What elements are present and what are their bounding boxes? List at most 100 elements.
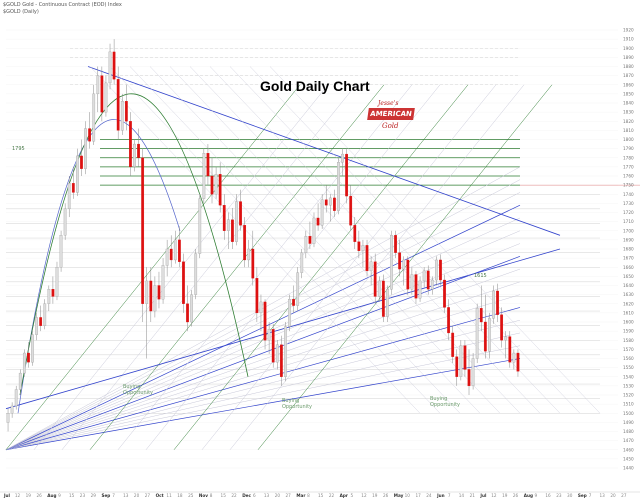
candle-down	[451, 332, 455, 357]
x-tick-label: 23	[80, 493, 86, 498]
candle-up	[92, 93, 96, 142]
x-tick-label: Nov	[199, 493, 208, 498]
y-tick-label: 1500	[623, 411, 634, 416]
candle-up	[76, 155, 79, 193]
candle-up	[198, 198, 202, 254]
candle-down	[182, 261, 185, 304]
candle-down	[157, 285, 161, 300]
candle-up	[173, 239, 177, 261]
x-tick-label: 12	[491, 493, 497, 498]
horizontal-levels	[6, 47, 640, 414]
y-tick-label: 1580	[623, 338, 634, 343]
x-tick-label: 9	[58, 493, 61, 498]
y-tick-label: 1520	[623, 393, 634, 398]
candle-up	[341, 153, 344, 163]
candle-up	[14, 389, 18, 407]
candle-up	[386, 288, 389, 317]
x-tick-label: 14	[459, 493, 465, 498]
fan-line-up	[5, 255, 521, 451]
y-tick-label: 1850	[623, 91, 634, 96]
candle-up	[504, 336, 508, 341]
annotation-buying-opportunity-3: Buying Opportunity	[430, 396, 461, 408]
candle-up	[104, 82, 108, 113]
candle-down	[381, 280, 385, 317]
x-tick-label: 19	[26, 493, 32, 498]
candle-down	[447, 307, 450, 334]
fan-line-steep	[229, 84, 525, 450]
candle-down	[426, 270, 430, 290]
candle-up	[300, 252, 304, 273]
candle-down	[443, 279, 446, 308]
candle-up	[475, 308, 479, 359]
x-tick-label: 18	[177, 493, 183, 498]
y-tick-label: 1490	[623, 420, 634, 425]
x-tick-label: 12	[15, 493, 21, 498]
y-tick-label: 1480	[623, 429, 634, 434]
fan-line-up	[5, 204, 521, 451]
candle-up	[288, 299, 291, 327]
y-tick-label: 1670	[623, 256, 634, 261]
x-tick-label: 20	[275, 493, 281, 498]
x-tick-label: Mar	[296, 493, 306, 498]
x-tick-label: 7	[589, 493, 592, 498]
x-tick-label: 10	[405, 493, 411, 498]
candle-up	[492, 290, 495, 319]
candle-up	[18, 372, 22, 390]
y-tick-label: 1710	[623, 219, 634, 224]
x-tick-label: 26	[383, 493, 389, 498]
candle-down	[467, 369, 471, 387]
x-tick-label: 13	[600, 493, 606, 498]
x-tick-label: 13	[123, 493, 129, 498]
candle-up	[312, 217, 316, 244]
x-tick-label: 25	[188, 493, 194, 498]
x-tick-label: Dec	[242, 493, 251, 498]
y-axis: 1920 1910 1900 1890 1880 1870 1860 1850 1840 1830…	[623, 28, 634, 471]
candle-up	[6, 413, 10, 423]
x-tick-label: May	[394, 493, 404, 498]
y-tick-label: 1540	[623, 374, 634, 379]
candle-down	[439, 259, 442, 281]
y-tick-label: 1610	[623, 310, 634, 315]
candle-up	[512, 352, 516, 363]
candle-up	[47, 288, 51, 304]
x-tick-label: 19	[502, 493, 508, 498]
y-tick-label: 1640	[623, 283, 634, 288]
fan-line-down	[129, 66, 461, 414]
x-tick-label: Sep	[578, 493, 587, 498]
candle-down	[357, 241, 361, 251]
y-tick-label: 1660	[623, 265, 634, 270]
logo-line-2: AMERICAN	[367, 108, 415, 120]
downtrend-line	[87, 66, 561, 236]
fan-line-down	[269, 66, 601, 414]
candle-up	[296, 272, 300, 306]
candle-down	[206, 153, 210, 177]
x-tick-label: 22	[329, 493, 335, 498]
y-tick-label: 1470	[623, 438, 634, 443]
candle-up	[84, 128, 87, 169]
candle-up	[226, 219, 230, 231]
candle-up	[434, 259, 438, 281]
candle-down	[51, 288, 55, 297]
y-tick-label: 1700	[623, 228, 634, 233]
fan-line-up	[5, 332, 521, 450]
y-tick-label: 1790	[623, 146, 634, 151]
logo-line-1: Jesse's	[378, 100, 399, 107]
x-tick-label: 15	[69, 493, 75, 498]
x-tick-label: 24	[426, 493, 432, 498]
x-tick-label: Apr	[340, 493, 349, 498]
candle-down	[71, 183, 75, 193]
y-tick-label: 1550	[623, 365, 634, 370]
candle-down	[100, 75, 104, 113]
y-tick-label: 1820	[623, 119, 634, 124]
candle-down	[251, 248, 255, 279]
candle-up	[337, 162, 340, 211]
candle-up	[43, 303, 47, 326]
x-tick-label: Jul	[3, 493, 11, 498]
y-tick-label: 1560	[623, 356, 634, 361]
x-tick-label: 27	[621, 493, 627, 498]
candle-down	[414, 274, 418, 299]
candle-up	[402, 259, 406, 270]
candle-up	[133, 143, 136, 168]
